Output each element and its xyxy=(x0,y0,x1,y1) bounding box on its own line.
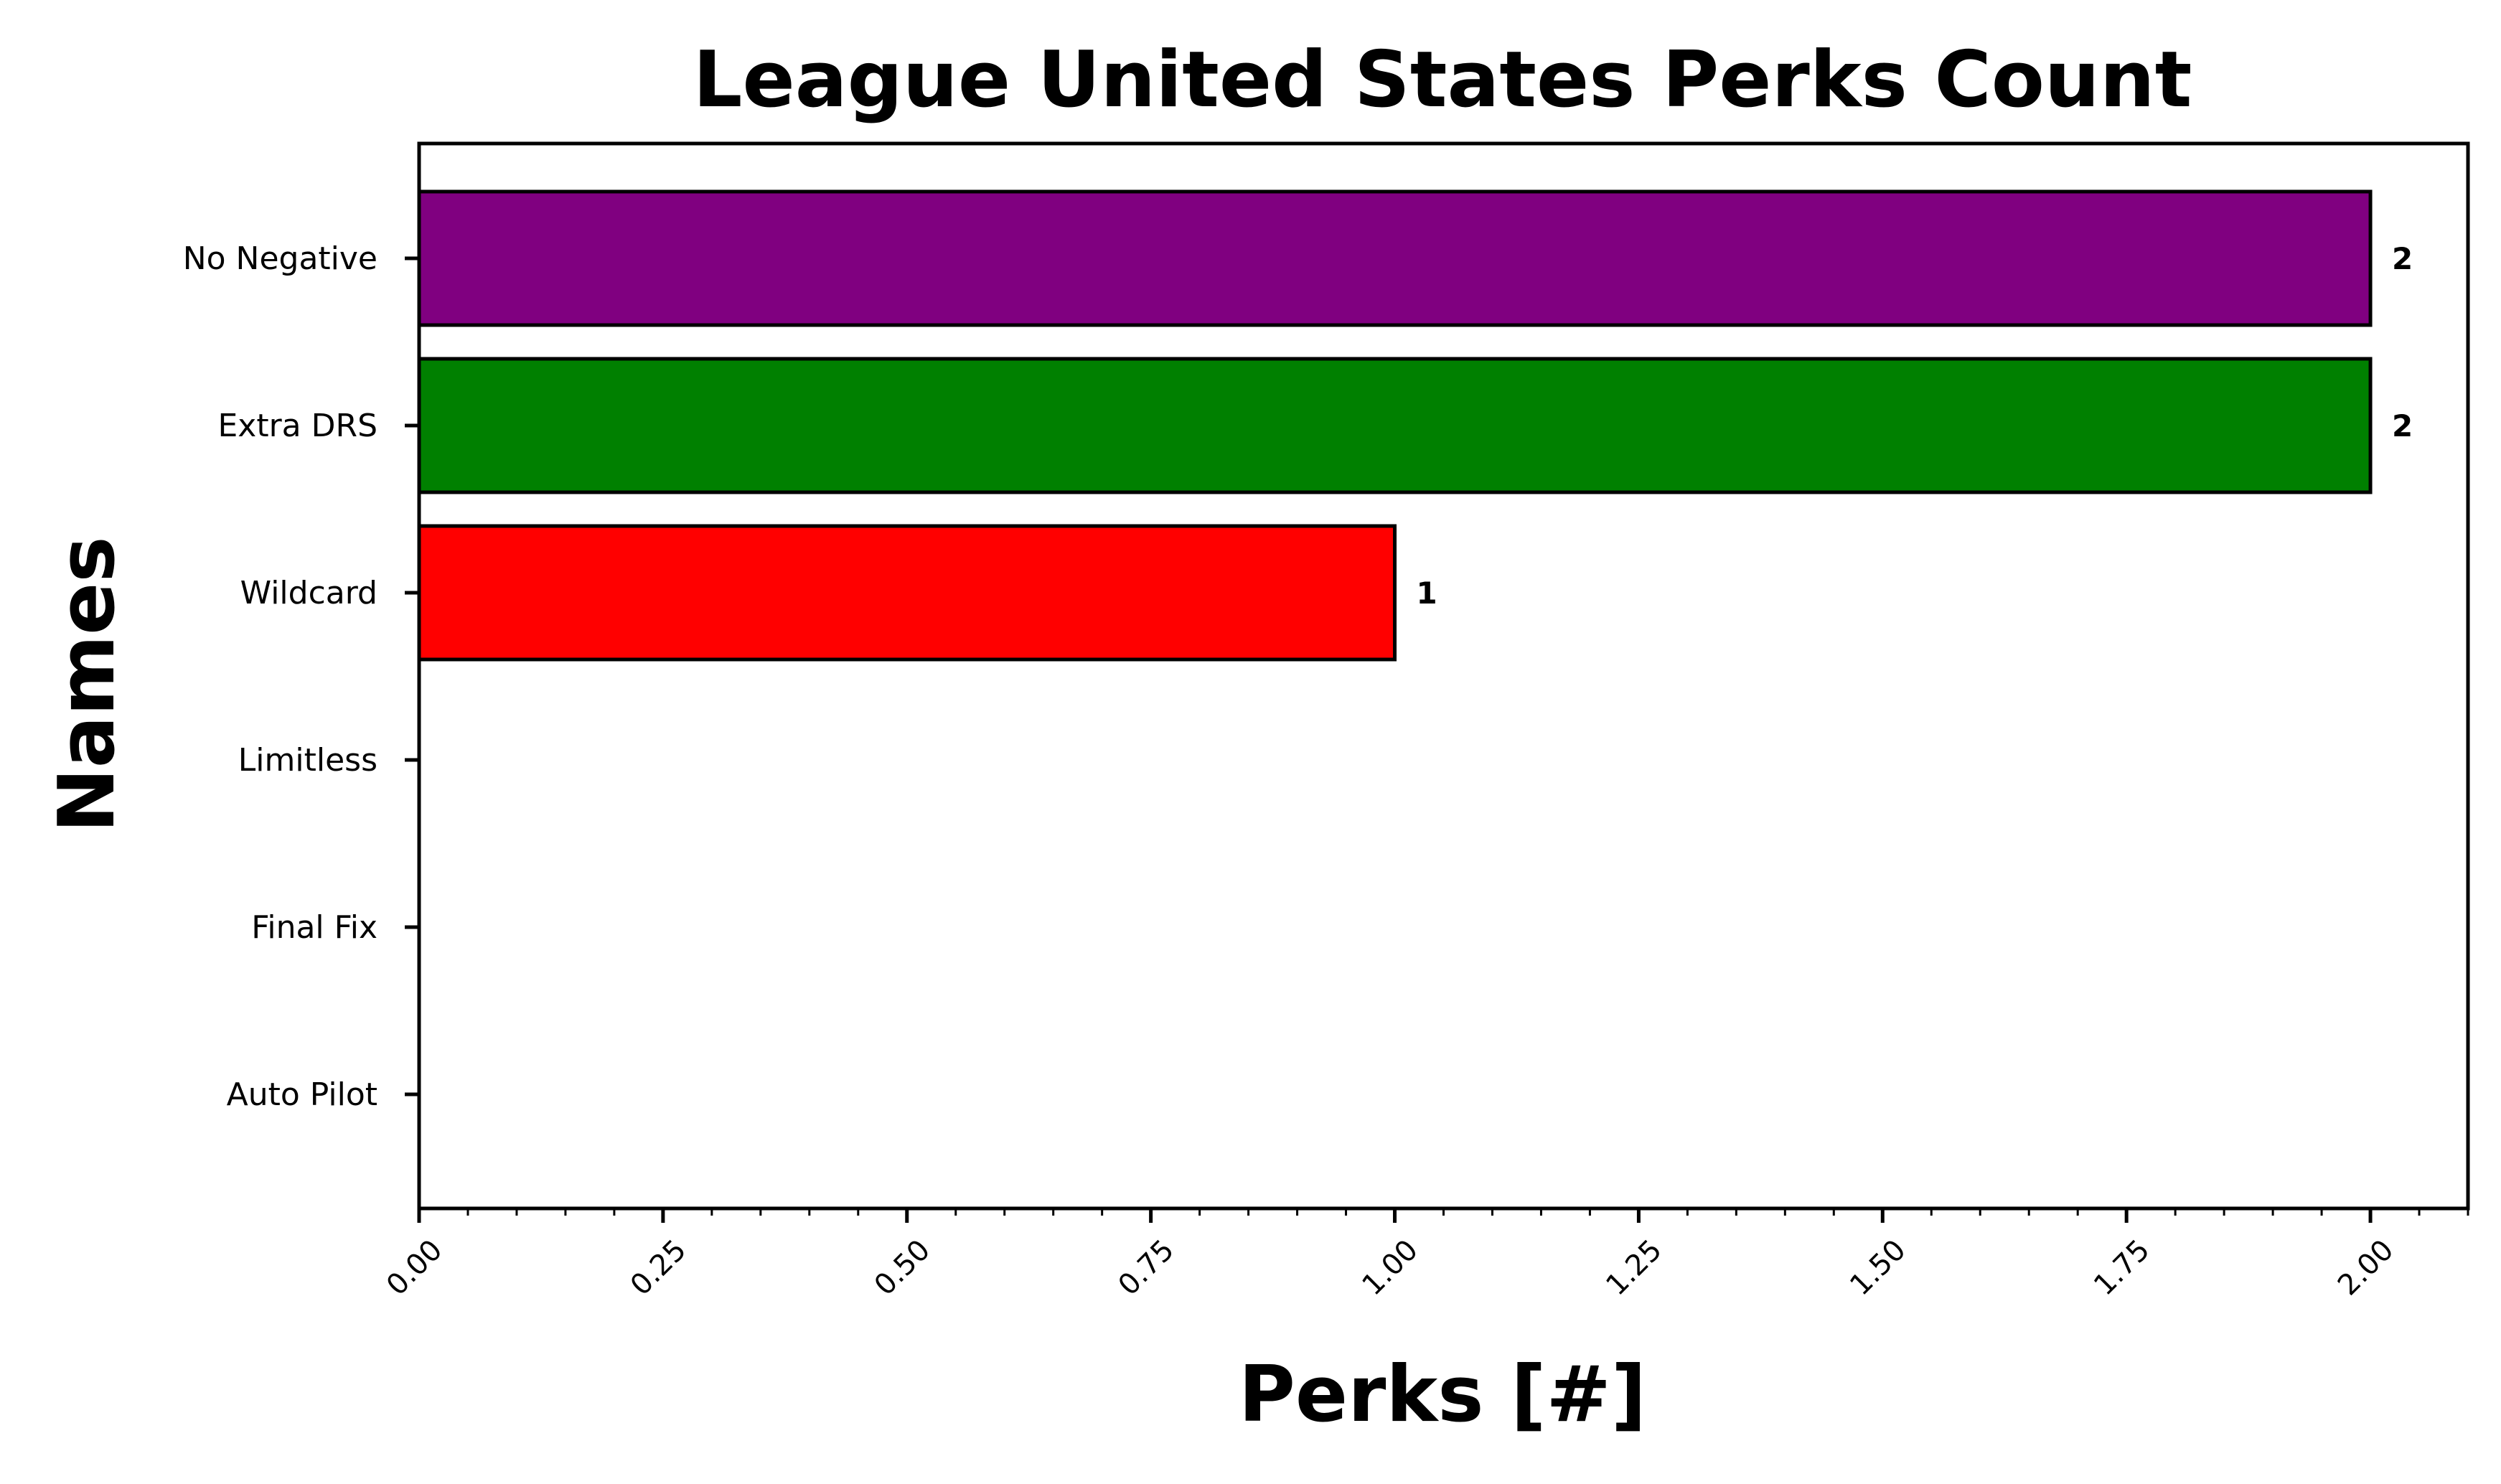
value-label-no-negative: 2 xyxy=(2392,241,2413,276)
x-axis-title: Perks [#] xyxy=(1239,1350,1647,1440)
bar-extra-drs xyxy=(417,357,2373,494)
y-axis-title: Names xyxy=(42,536,132,832)
x-tick-label-6: 1.50 xyxy=(1844,1234,1913,1302)
x-tick-label-1: 0.25 xyxy=(624,1234,693,1302)
y-axis: No Negative Extra DRS Wildcard Limitless Fin… xyxy=(183,240,419,1113)
value-label-extra-drs: 2 xyxy=(2392,408,2413,443)
y-tick-label-final-fix: Final Fix xyxy=(251,909,377,946)
x-tick-label-4: 1.00 xyxy=(1356,1234,1425,1302)
x-tick-label-2: 0.50 xyxy=(868,1234,937,1302)
value-label-wildcard: 1 xyxy=(1417,576,1437,611)
x-tick-label-3: 0.75 xyxy=(1112,1234,1181,1302)
chart-title: League United States Perks Count xyxy=(693,35,2192,125)
x-tick-label-5: 1.25 xyxy=(1600,1234,1669,1302)
y-tick-label-limitless: Limitless xyxy=(238,742,377,779)
value-labels-layer: 2 2 1 xyxy=(1417,241,2413,611)
bar-no-negative xyxy=(417,189,2373,327)
x-tick-label-7: 1.75 xyxy=(2088,1234,2157,1302)
bar-wildcard xyxy=(417,524,1397,662)
x-axis: 0.00 0.25 0.50 0.75 1.00 1.25 1.50 1.75 2.00 xyxy=(380,1208,2469,1302)
plot-area-frame xyxy=(417,141,2470,1211)
y-tick-label-auto-pilot: Auto Pilot xyxy=(227,1076,377,1113)
x-tick-label-0: 0.00 xyxy=(380,1234,449,1302)
y-tick-label-wildcard: Wildcard xyxy=(240,575,377,611)
bars-layer xyxy=(417,189,2373,662)
x-tick-label-8: 2.00 xyxy=(2332,1234,2401,1302)
y-tick-label-extra-drs: Extra DRS xyxy=(217,408,377,444)
y-tick-label-no-negative: No Negative xyxy=(183,240,377,277)
